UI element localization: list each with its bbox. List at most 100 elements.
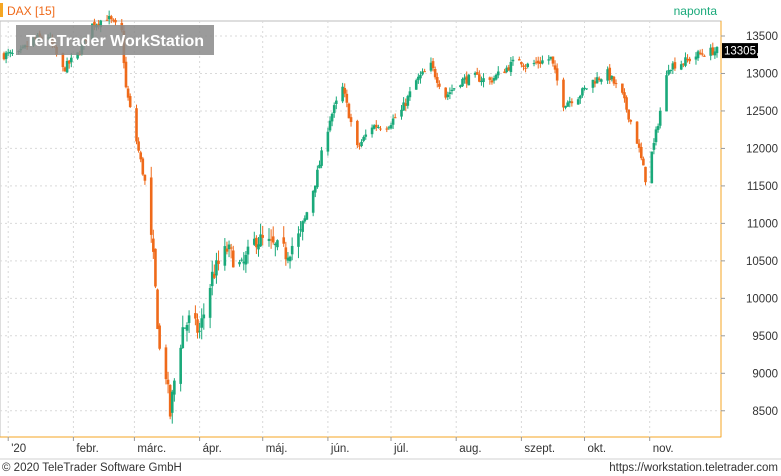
candle-body [612,76,616,84]
candle-body [404,103,408,106]
candle-body [332,105,336,114]
candle-body [450,89,454,92]
candle-body [290,245,294,255]
candle-body [492,78,496,81]
candle-body [213,273,216,278]
candle-body [583,87,586,89]
candle-body [379,128,382,130]
candle-body [372,125,376,129]
candle-body [595,77,599,84]
candle-body [709,47,712,56]
candle-body [311,190,315,213]
candle-body [473,72,477,75]
candle-body [173,380,176,395]
candle-body [305,212,309,220]
candle-body [421,71,424,75]
candle-body [238,261,241,265]
candle-body [168,384,172,417]
candle-body [109,16,113,20]
candle-body [665,75,668,112]
candle-body [652,142,656,150]
y-tick-label: 13500 [746,31,778,43]
candle-body [316,169,319,188]
candle-body [107,15,111,20]
candle-body [406,96,410,106]
last-price-value: 13305,1 [724,46,766,58]
candle-body [170,391,174,413]
candle-body [532,63,536,65]
candle-body [526,63,530,67]
candle-body [642,158,645,166]
candle-body [433,68,437,78]
candle-body [475,72,479,75]
candle-body [435,77,439,83]
candle-body [694,56,698,60]
candle-body [326,131,330,152]
candle-body [183,327,187,329]
candle-body [124,61,128,88]
candle-body [511,59,515,62]
candle-body [114,20,117,23]
grid-lines [0,21,721,437]
candle-body [152,238,155,252]
candle-body [621,83,624,93]
candle-body [345,93,349,103]
candle-body [684,57,687,66]
candle-body [627,109,630,120]
candle-body [181,327,185,349]
candle-body [374,124,378,128]
symbol-label[interactable]: DAX [15] [7,4,55,18]
candle-body [637,143,641,148]
x-tick-label: szept. [524,443,555,455]
candle-body [461,78,464,87]
candle-body [478,74,481,82]
y-tick-label: 9000 [752,368,778,380]
candle-body [156,289,159,329]
candle-body [200,318,204,328]
candle-body [400,109,403,117]
candle-body [654,129,658,143]
copyright-text: © 2020 TeleTrader Software GmbH [2,462,182,474]
candle-body [284,247,288,260]
candle-body [261,235,264,238]
candle-body [635,121,639,144]
candle-body [194,313,197,319]
candle-body [215,260,218,276]
candle-body [364,134,368,137]
candle-body [210,271,214,287]
candle-body [408,91,412,98]
candle-body [6,52,10,54]
candle-body [208,287,212,318]
candle-body [385,128,389,130]
candle-body [452,88,456,90]
candle-body [276,240,279,248]
candle-body [444,87,447,98]
candle-body [591,79,595,88]
candle-body [11,52,14,54]
candle-body [431,61,435,69]
source-url-link[interactable]: https://workstation.teletrader.com [609,462,778,474]
candle-body [576,99,580,105]
candle-body [320,150,323,166]
candle-body [341,86,344,102]
candle-body [671,63,675,70]
candle-body [534,61,538,63]
candle-body [423,71,426,73]
x-tick-label: okt. [587,443,606,455]
period-label[interactable]: naponta [674,4,718,18]
candle-body [446,94,450,98]
y-tick-label: 8500 [752,406,778,418]
candle-body [547,59,551,61]
candle-body [623,92,626,99]
plot-area[interactable] [0,20,722,438]
candle-body [448,92,452,94]
candle-body [391,118,395,125]
candle-body [490,80,494,83]
candle-body [99,20,103,28]
candle-body [549,56,553,59]
candle-body [349,117,353,123]
candle-body [97,23,100,26]
candle-body [564,106,567,108]
candle-body [313,185,317,193]
